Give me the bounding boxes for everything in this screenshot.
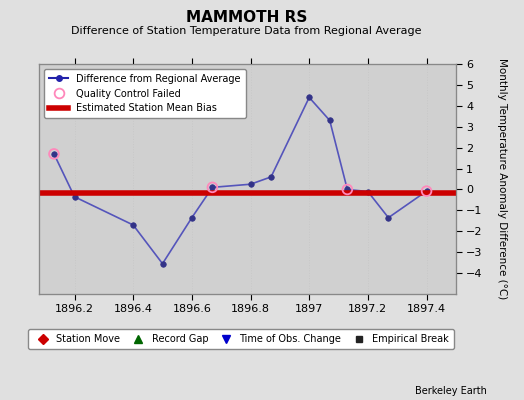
Text: MAMMOTH RS: MAMMOTH RS bbox=[185, 10, 307, 25]
Point bbox=[422, 188, 431, 194]
Text: Berkeley Earth: Berkeley Earth bbox=[416, 386, 487, 396]
Legend: Difference from Regional Average, Quality Control Failed, Estimated Station Mean: Difference from Regional Average, Qualit… bbox=[44, 69, 246, 118]
Point bbox=[343, 186, 352, 193]
Point bbox=[208, 184, 216, 190]
Text: Difference of Station Temperature Data from Regional Average: Difference of Station Temperature Data f… bbox=[71, 26, 421, 36]
Y-axis label: Monthly Temperature Anomaly Difference (°C): Monthly Temperature Anomaly Difference (… bbox=[497, 58, 507, 300]
Legend: Station Move, Record Gap, Time of Obs. Change, Empirical Break: Station Move, Record Gap, Time of Obs. C… bbox=[28, 330, 454, 349]
Point bbox=[50, 151, 58, 157]
